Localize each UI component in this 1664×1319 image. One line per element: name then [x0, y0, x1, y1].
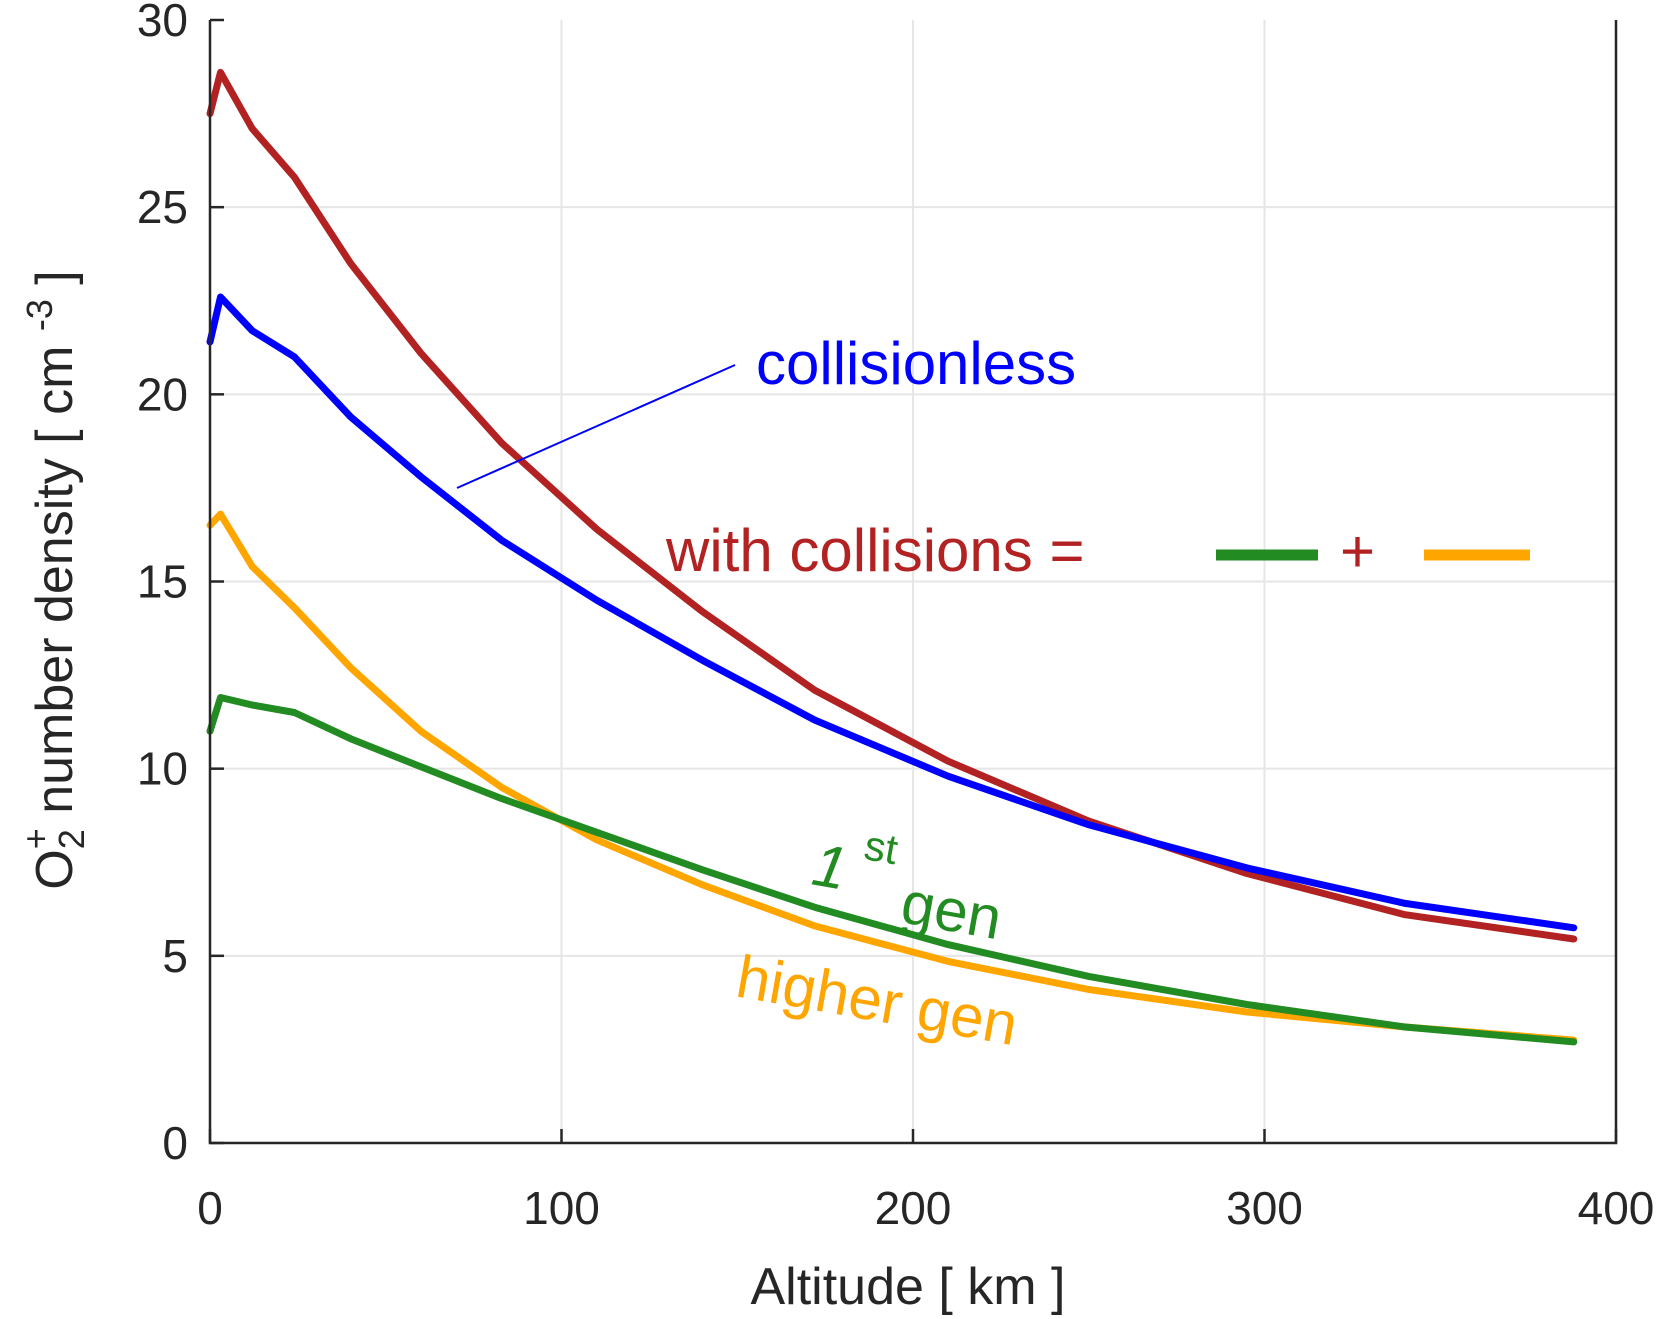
series-layer	[206, 68, 1578, 1046]
annotation-plus: +	[1340, 518, 1375, 585]
y-axis-title-close: ]	[26, 270, 84, 299]
y-axis-title-sup: +	[15, 828, 56, 849]
x-tick-label: 400	[1578, 1182, 1655, 1234]
y-tick-label: 25	[137, 181, 188, 233]
series-line-with-collisions	[206, 68, 1578, 943]
y-axis-title-o: O	[26, 849, 84, 889]
y-axis-title-rest: number density [ cm	[26, 331, 84, 828]
x-tick-label: 300	[1226, 1182, 1303, 1234]
x-tick-label: 0	[197, 1182, 223, 1234]
collisionless-pointer	[456, 364, 736, 489]
y-tick-label: 20	[137, 368, 188, 420]
y-tick-label: 5	[162, 930, 188, 982]
series-line-first-gen	[206, 694, 1578, 1046]
annotation-first-gen-sup: st	[861, 821, 902, 873]
y-tick-label: 10	[137, 743, 188, 795]
x-ticks: 0 100 200 300 400	[197, 1129, 1654, 1234]
annotation-with-collisions: with collisions =	[665, 517, 1085, 584]
y-axis-title: O2+ number density [ cm -3 ]	[15, 270, 92, 890]
annotation-collisionless: collisionless	[756, 330, 1076, 397]
y-tick-label: 15	[137, 556, 188, 608]
y-ticks: 0 5 10 15 20 25 30	[137, 0, 224, 1169]
x-tick-label: 200	[875, 1182, 952, 1234]
annotation-higher-gen: higher gen	[732, 943, 1023, 1058]
annotation-first-gen-num: 1	[808, 831, 853, 903]
series-line-higher-gen	[206, 510, 1578, 1044]
y-tick-label: 0	[162, 1117, 188, 1169]
grid	[210, 20, 1616, 1143]
x-tick-label: 100	[523, 1182, 600, 1234]
y-tick-label: 30	[137, 0, 188, 46]
series-line-collisionless	[206, 293, 1578, 932]
y-axis-title-exp: -3	[19, 299, 60, 331]
y-axis-title-sub: 2	[51, 829, 92, 849]
x-axis-title: Altitude [ km ]	[751, 1258, 1066, 1316]
